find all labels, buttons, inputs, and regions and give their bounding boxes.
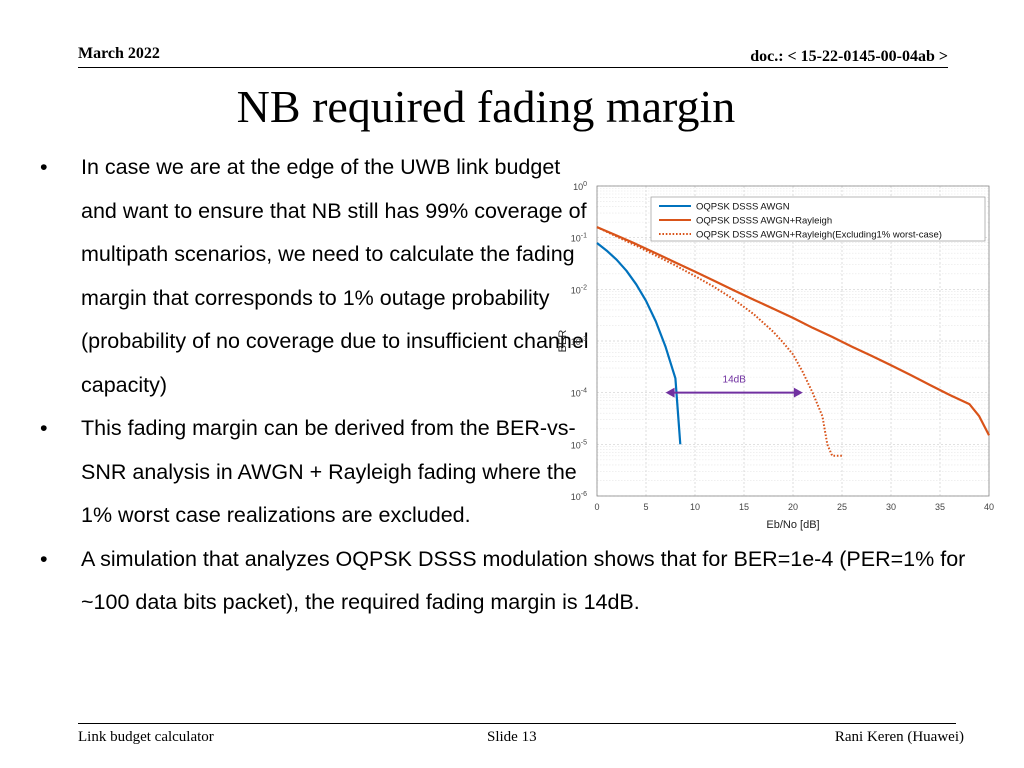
x-tick-label: 10	[690, 502, 700, 512]
footer-slide-number: Slide 13	[487, 729, 537, 745]
bullet-marker: •	[40, 416, 48, 440]
margin-arrow-head-right	[793, 387, 803, 398]
x-tick-label: 15	[739, 502, 749, 512]
y-tick-label: 10-3	[571, 336, 587, 347]
y-axis-label: BER	[557, 330, 569, 353]
x-tick-label: 35	[935, 502, 945, 512]
y-tick-labels: 100 10-1 10-2 10-3 10-4 10-5 10-6	[571, 181, 587, 502]
bullet-marker: •	[40, 155, 48, 179]
y-tick-label: 10-1	[571, 233, 587, 244]
x-tick-label: 40	[984, 502, 994, 512]
header-divider	[78, 67, 948, 68]
y-tick-label: 10-2	[571, 284, 587, 295]
series-line	[596, 226, 842, 457]
footer-divider	[78, 723, 956, 724]
bullet-text: In case we are at the edge of the UWB li…	[81, 155, 589, 397]
slide-title: NB required fading margin	[236, 81, 736, 132]
margin-annotation: 14dB	[665, 375, 803, 398]
footer-author: Rani Keren (Huawei)	[834, 729, 964, 745]
series-line	[596, 226, 990, 436]
legend-box	[650, 196, 986, 242]
bullet-item: • In case we are at the edge of the UWB …	[40, 146, 601, 407]
x-axis-label: Eb/No [dB]	[766, 519, 819, 531]
legend-label: OQPSK DSSS AWGN+Rayleigh	[696, 216, 832, 227]
bullet-item: • A simulation that analyzes OQPSK DSSS …	[40, 538, 981, 625]
chart-legend: OQPSK DSSS AWGN OQPSK DSSS AWGN+Rayleigh O…	[650, 196, 986, 242]
header-date: March 2022	[78, 45, 160, 62]
y-tick-label: 100	[573, 181, 587, 192]
y-tick-label: 10-5	[571, 439, 587, 450]
legend-label: OQPSK DSSS AWGN+Rayleigh(Excluding1% wor…	[696, 230, 942, 241]
y-tick-label: 10-4	[571, 388, 587, 399]
x-tick-label: 25	[837, 502, 847, 512]
x-tick-label: 5	[643, 502, 648, 512]
ber-chart: 0 5 10 15 20 25 30 35 40 100 10-1 10-2 10-3 10-4 10-5…	[557, 181, 994, 531]
x-tick-label: 30	[886, 502, 896, 512]
header-doc-id: doc.: < 15-22-0145-00-04ab >	[750, 48, 948, 65]
x-tick-label: 0	[594, 502, 599, 512]
margin-label: 14dB	[723, 375, 747, 386]
margin-arrow-head-left	[665, 387, 675, 398]
y-tick-label: 10-6	[571, 491, 587, 502]
bullet-text: A simulation that analyzes OQPSK DSSS mo…	[81, 546, 966, 615]
plot-frame	[596, 185, 990, 497]
bullet-item: • This fading margin can be derived from…	[40, 407, 601, 538]
series-lines	[596, 226, 990, 457]
legend-label: OQPSK DSSS AWGN	[696, 202, 790, 213]
x-tick-label: 20	[788, 502, 798, 512]
series-line	[596, 242, 682, 445]
footer-left: Link budget calculator	[78, 729, 214, 745]
bullet-text: This fading margin can be derived from t…	[81, 416, 577, 527]
bullet-list: • In case we are at the edge of the UWB …	[40, 146, 981, 625]
x-tick-labels: 0 5 10 15 20 25 30 35 40	[594, 502, 994, 512]
bullet-marker: •	[40, 546, 48, 571]
